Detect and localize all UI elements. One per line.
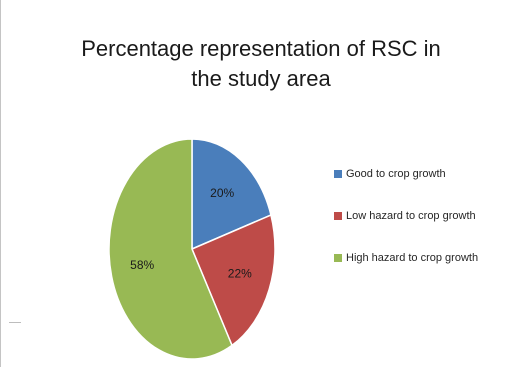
data-label-high-hazard-to-crop-growth: 58% <box>130 258 154 272</box>
pie-slices <box>108 138 276 360</box>
chart-title-line-2: the study area <box>191 66 331 91</box>
legend-swatch-high-hazard-to-crop-growth <box>334 254 342 262</box>
legend-label-high-hazard-to-crop-growth: High hazard to crop growth <box>346 252 478 264</box>
legend-swatch-good-to-crop-growth <box>334 170 342 178</box>
legend: Good to crop growth Low hazard to crop gr… <box>334 168 478 264</box>
chart-title: Percentage representation of RSC in the … <box>41 34 481 94</box>
pie-data-labels: 20% 22% 58% <box>130 186 252 280</box>
pie-slice-high-hazard-to-crop-growth <box>108 138 233 360</box>
data-label-low-hazard-to-crop-growth: 22% <box>228 266 252 280</box>
legend-label-good-to-crop-growth: Good to crop growth <box>346 168 446 180</box>
pie-slice-good-to-crop-growth <box>191 138 272 251</box>
data-label-good-to-crop-growth: 20% <box>210 186 234 200</box>
pie-slice-low-hazard-to-crop-growth <box>191 213 276 347</box>
legend-swatch-low-hazard-to-crop-growth <box>334 212 342 220</box>
legend-label-low-hazard-to-crop-growth: Low hazard to crop growth <box>346 210 476 222</box>
chart-title-line-1: Percentage representation of RSC in <box>81 36 441 61</box>
axis-baseline <box>9 322 21 323</box>
